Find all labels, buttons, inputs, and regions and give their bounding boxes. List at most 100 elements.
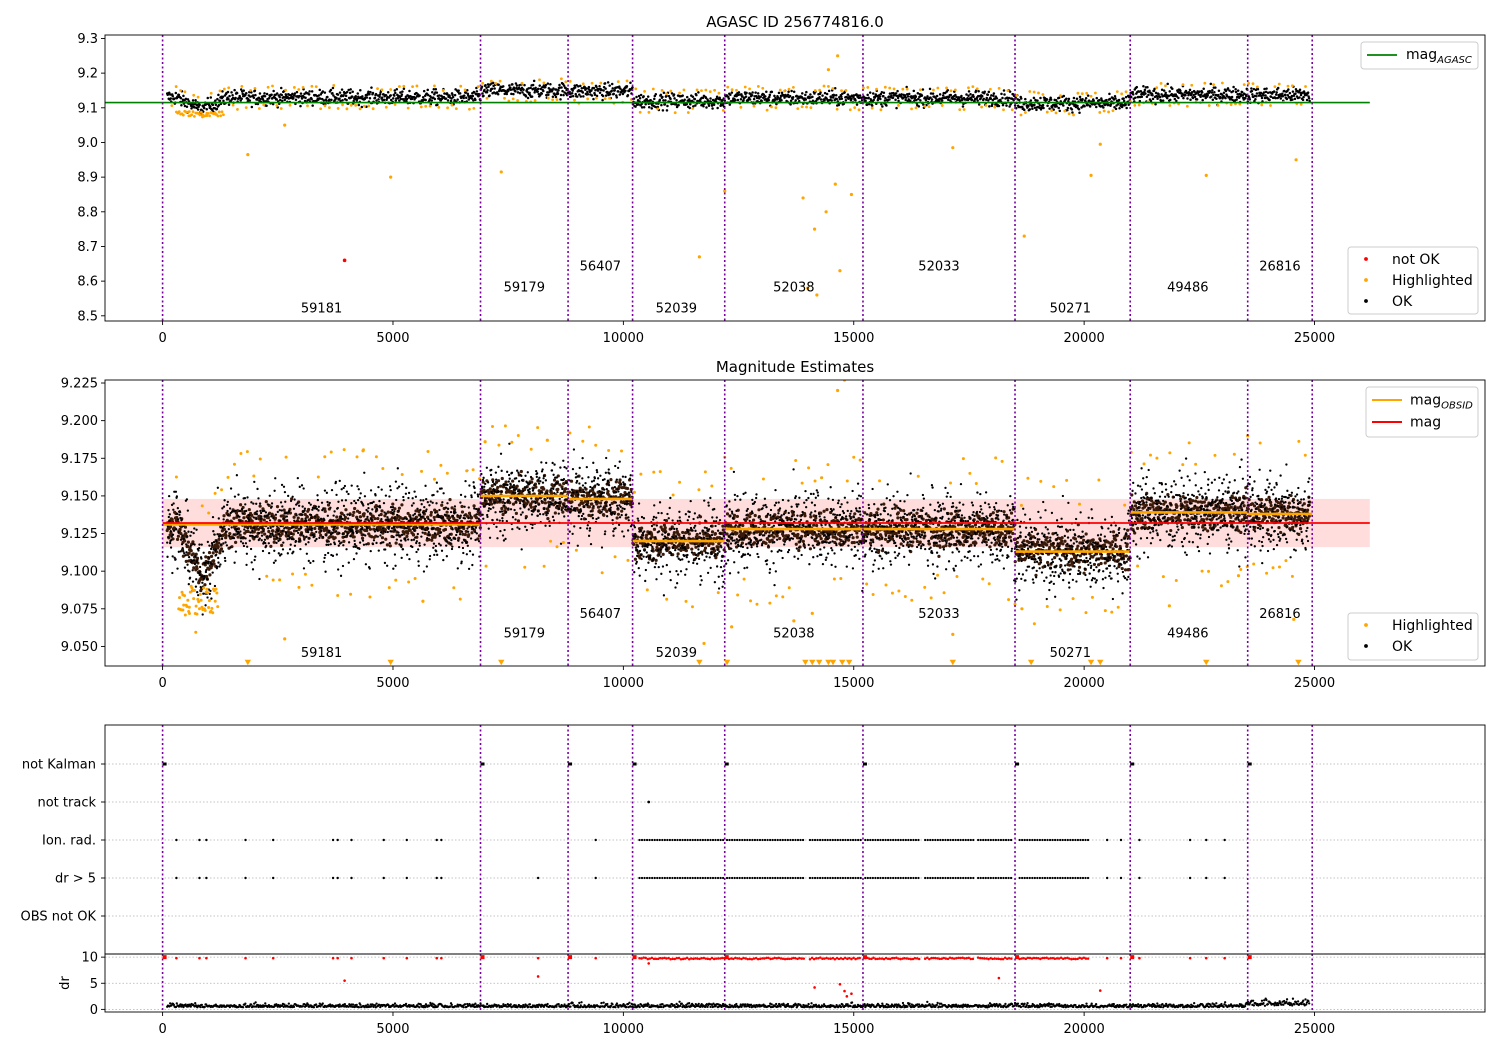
panel2-ok-point: [250, 513, 254, 517]
panel2-ok-point: [633, 557, 637, 561]
panel1-highlighted-point: [1063, 109, 1067, 113]
panel1-ok-point: [446, 99, 450, 102]
panel1-ok-point: [1055, 105, 1058, 108]
panel1-ok-point: [1210, 95, 1213, 98]
panel1-ok-point: [462, 96, 465, 100]
panel1-ok-point: [541, 85, 544, 89]
panel1-ok-point: [604, 87, 607, 90]
panel1-ok-point: [977, 103, 981, 106]
panel1-ok-point: [480, 85, 484, 89]
panel2-ok-point: [342, 539, 346, 543]
panel1-highlighted-point: [1054, 111, 1058, 115]
panel1-ok-point: [1182, 96, 1185, 100]
panel1-ok-point: [737, 91, 741, 94]
panel1-ok-point: [1164, 91, 1167, 95]
panel1-ok-point: [1286, 94, 1290, 97]
panel1-ok-point: [495, 91, 499, 94]
panel1-ok-point: [349, 88, 352, 91]
panel1-ok-point: [464, 96, 468, 99]
panel1-highlighted-point: [1190, 83, 1194, 87]
panel2-ok-point: [749, 511, 753, 516]
panel1-ok-point: [647, 106, 651, 109]
panel1-obsid-label: 56407: [580, 260, 621, 275]
panel2-ok-point: [430, 538, 434, 542]
panel1-highlighted-point: [262, 103, 266, 107]
panel1-ok-point: [1200, 91, 1204, 94]
panel2-ok-point: [1002, 510, 1006, 514]
panel1-ok-point: [370, 86, 373, 89]
panel1-highlighted-point: [1102, 109, 1106, 113]
panel1-obsid-label: 59179: [504, 281, 545, 296]
panel1-ok-point: [709, 97, 712, 100]
panel1-ok-point: [642, 95, 645, 98]
panel1-ok-point: [920, 94, 924, 97]
panel1-ok-point: [378, 93, 382, 96]
panel2-ok-point: [617, 484, 621, 489]
panel2-ok-point: [609, 478, 613, 482]
panel2-ok-point: [408, 528, 412, 532]
panel1-ok-point: [456, 98, 459, 101]
panel1-ok-point: [818, 96, 821, 99]
panel1-ok-point: [221, 90, 224, 93]
panel1-highlighted-point: [1203, 81, 1207, 85]
panel1-ok-point: [718, 98, 722, 101]
panel1-ok-point: [1208, 89, 1212, 93]
panel2-ok-point: [677, 533, 681, 537]
panel2-ok-point: [333, 536, 337, 540]
panel2-ok-point: [797, 548, 801, 553]
panel2-ok-point: [250, 519, 254, 523]
panel1-ok-point: [386, 91, 390, 94]
panel1-ok-point: [1038, 106, 1041, 110]
panel2-ok-point: [998, 533, 1002, 538]
panel1-ok-point: [1193, 95, 1197, 99]
panel1-ok-point: [689, 103, 692, 106]
panel1-ok-point: [345, 90, 349, 94]
panel1-ok-point: [913, 99, 916, 102]
panel2-ok-point: [373, 516, 377, 521]
panel1-ok-point: [1211, 98, 1215, 102]
panel1-ok-point: [493, 87, 496, 90]
panel1-ok-point: [394, 99, 398, 102]
panel2-ok-point: [481, 480, 485, 484]
panel2-ok-point: [834, 530, 838, 534]
panel2-ok-point: [875, 511, 879, 515]
panel2-ok-point: [271, 514, 275, 518]
panel1-ok-point: [1177, 96, 1180, 100]
panel1-ok-point: [755, 96, 759, 100]
panel1-ok-point: [347, 88, 350, 92]
panel1-ok-point: [1281, 95, 1285, 98]
panel1-ok-point: [1006, 99, 1010, 102]
panel2-ok-point: [855, 535, 859, 539]
panel1-ok-point: [195, 106, 198, 110]
panel1-ok-point: [893, 94, 897, 97]
panel2-ok-point: [1021, 552, 1025, 557]
panel1-ok-point: [895, 106, 898, 110]
panel2-ok-point: [216, 545, 220, 549]
panel1-ok-point: [304, 96, 307, 99]
panel2-ok-point: [530, 500, 535, 504]
panel1-highlighted-point: [219, 114, 223, 118]
panel1-highlighted-outlier: [389, 175, 393, 179]
panel1-highlighted-outlier: [1204, 173, 1208, 177]
panel2-ok-point: [725, 512, 730, 516]
panel1-ok-point: [1029, 99, 1033, 102]
panel1-highlighted-outlier: [723, 189, 727, 193]
panel2-ok-point: [467, 533, 471, 537]
panel2-ok-point: [384, 537, 388, 541]
panel1-ok-point: [357, 103, 361, 107]
panel1-highlighted-point: [415, 84, 419, 88]
panel2-ok-point: [561, 510, 565, 514]
panel1-ok-point: [1248, 98, 1252, 101]
panel2-ok-point: [915, 539, 919, 544]
panel1-highlighted-point: [708, 90, 712, 94]
panel2-ok-point: [654, 558, 658, 562]
panel1-ok-point: [697, 91, 700, 94]
panel1-ok-point: [804, 93, 807, 97]
panel2-ok-point: [686, 545, 690, 550]
panel1-ok-point: [234, 96, 237, 100]
panel2-ok-point: [624, 516, 628, 520]
panel1-highlighted-point: [314, 85, 318, 89]
panel1-ok-point: [490, 87, 494, 91]
panel2-ok-point: [927, 542, 932, 546]
panel1-ok-point: [748, 98, 752, 101]
